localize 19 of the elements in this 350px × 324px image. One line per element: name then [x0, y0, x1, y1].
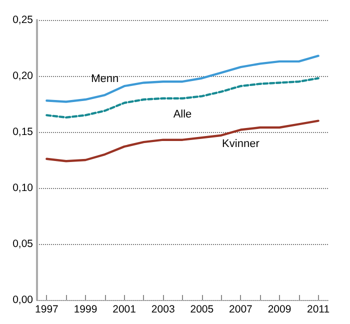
- x-tick-label: 2001: [112, 304, 136, 316]
- y-tick-label: 0,10: [12, 182, 34, 194]
- series-label: Menn: [91, 73, 119, 86]
- y-tick-label: 0,25: [12, 14, 34, 26]
- x-tick-label: 2011: [307, 304, 330, 316]
- x-tick-label: 2009: [268, 304, 292, 316]
- x-tick-label: 2005: [190, 304, 214, 316]
- series-label: Alle: [173, 108, 192, 120]
- x-tick-label: 2007: [229, 304, 253, 316]
- y-tick-label: 0,15: [12, 126, 34, 138]
- x-tick-label: 1997: [35, 304, 59, 316]
- x-tick-label: 2003: [151, 304, 175, 316]
- series-label: Kvinner: [222, 138, 260, 150]
- line-series: [46, 54, 320, 103]
- y-tick-label: 0,00: [12, 294, 34, 306]
- y-tick-label: 0,05: [12, 238, 34, 250]
- line-series: [46, 120, 320, 162]
- y-tick-label: 0,20: [12, 70, 34, 82]
- x-tick-label: 1999: [74, 304, 98, 316]
